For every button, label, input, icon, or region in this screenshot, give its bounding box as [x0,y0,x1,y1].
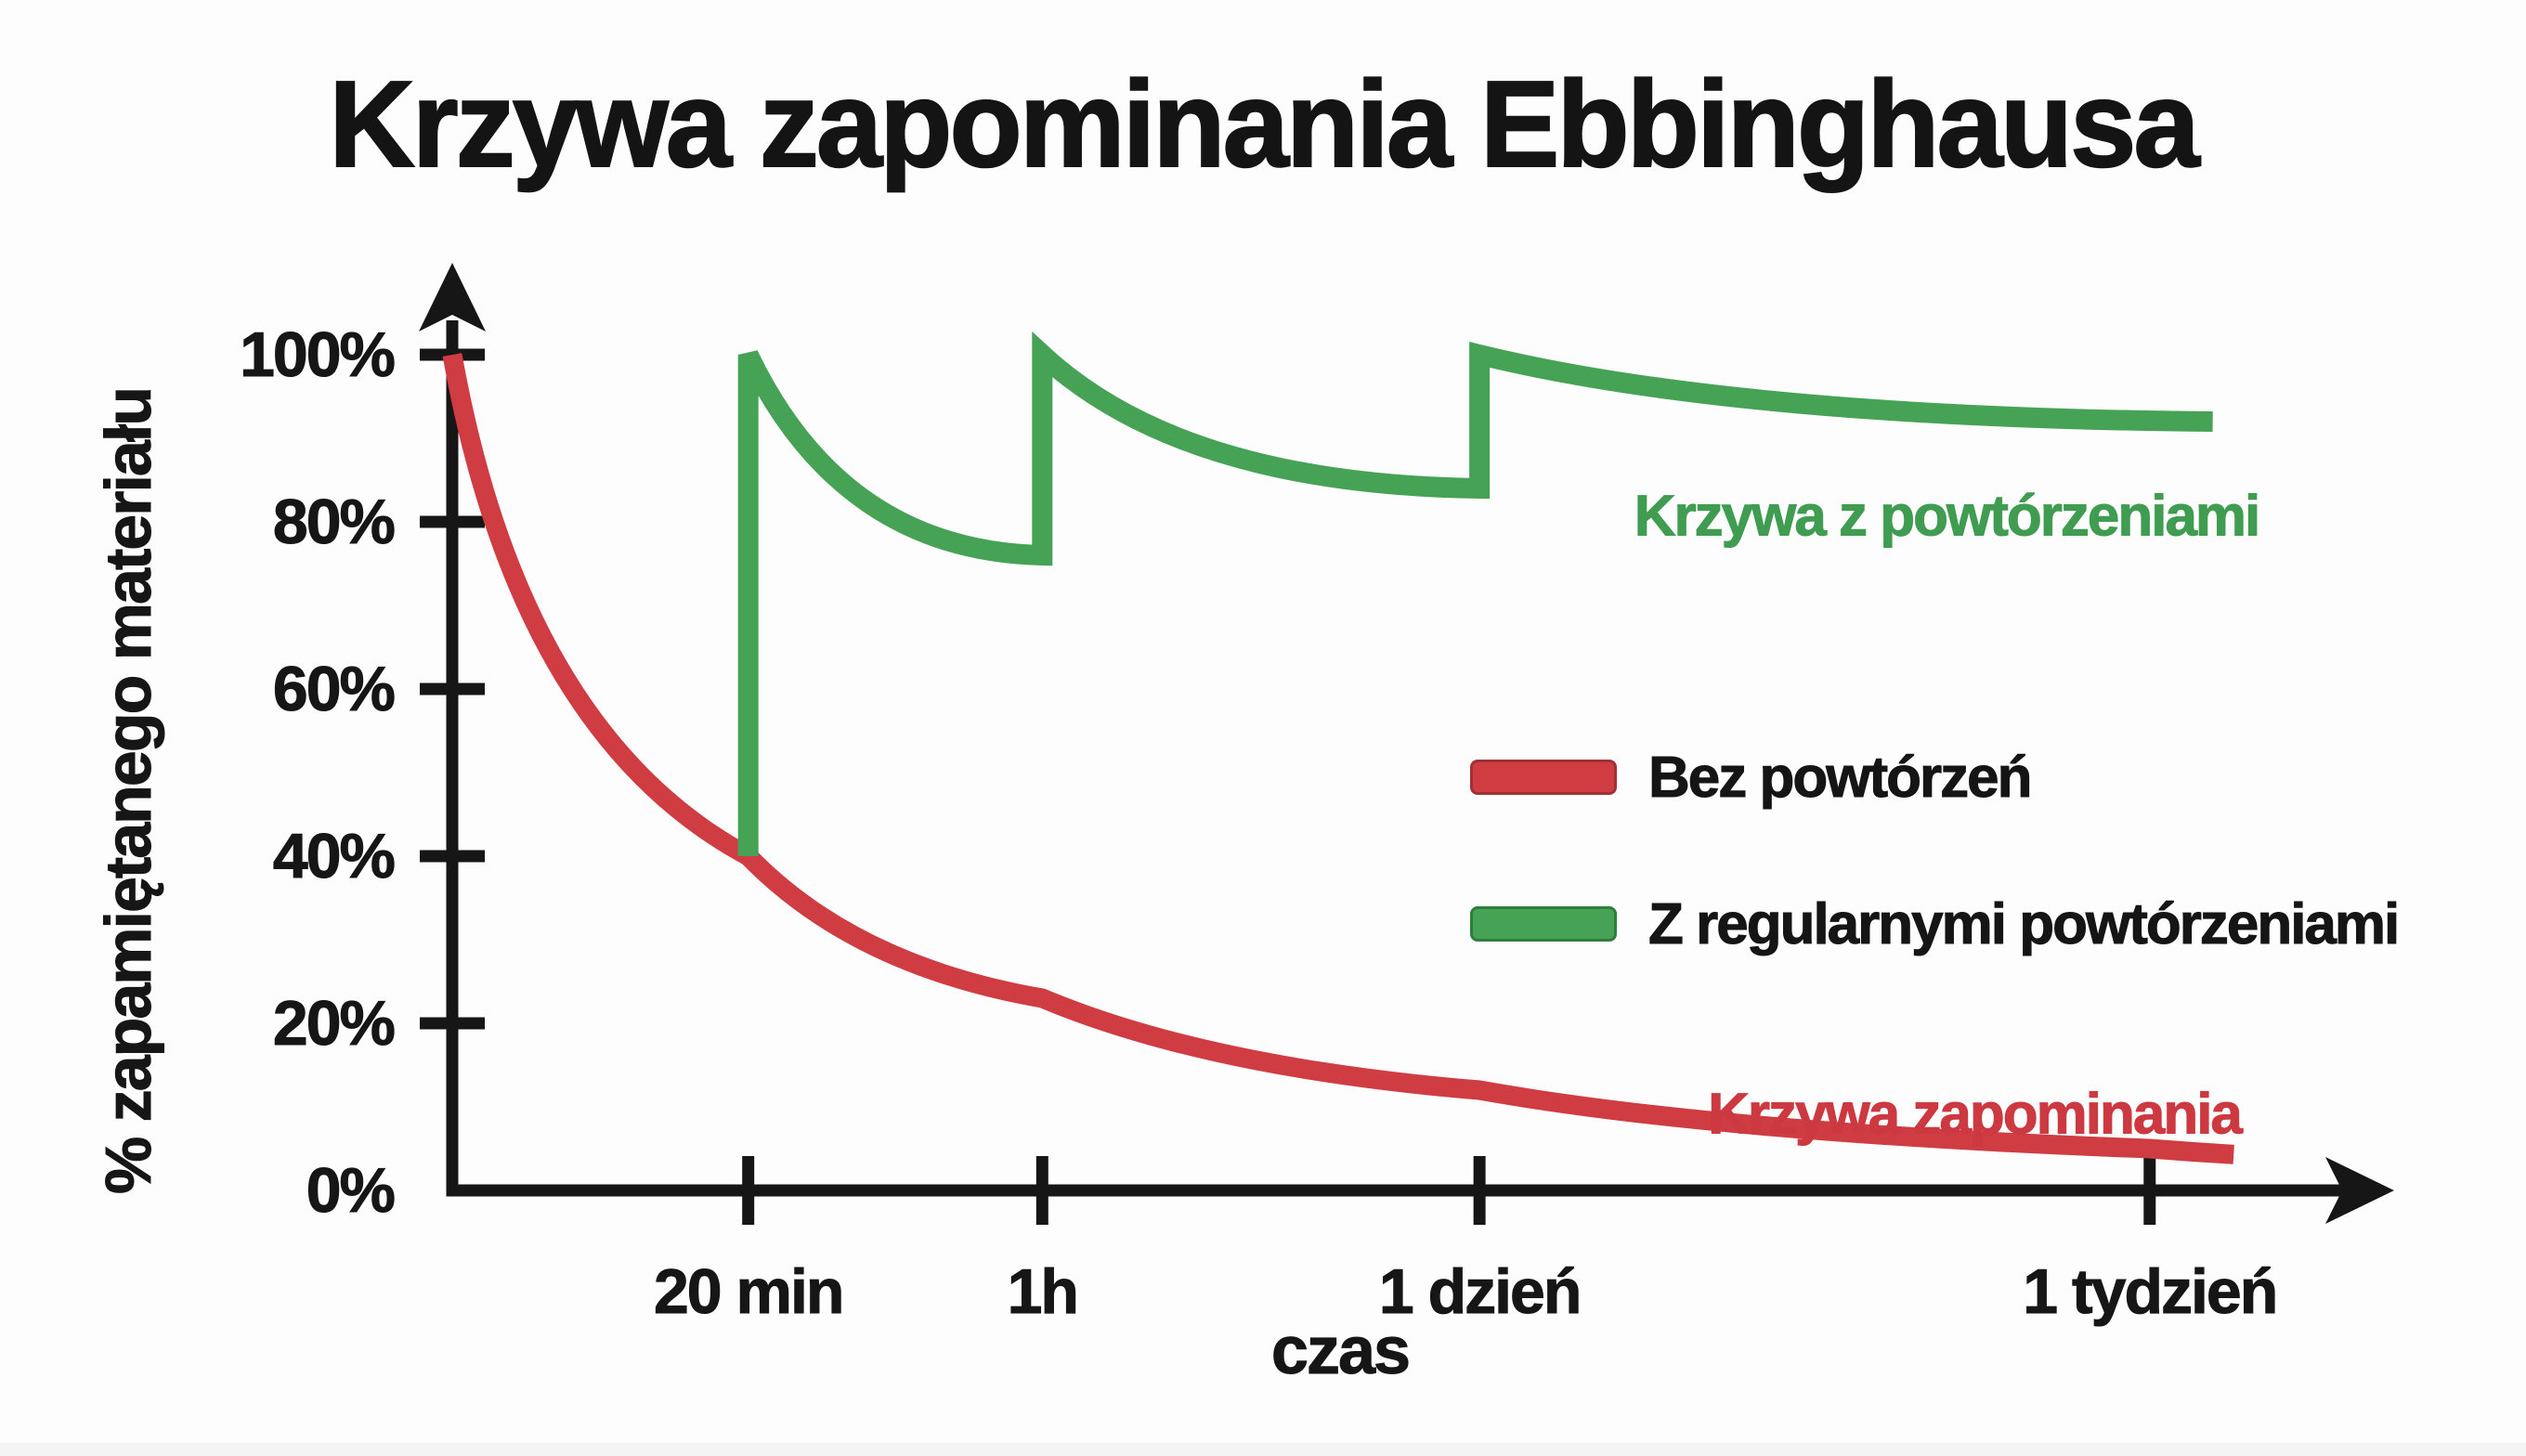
y-axis-arrowhead [419,263,486,332]
legend: Bez powtórzeń Z regularnymi powtórzeniam… [1470,745,2401,1042]
x-tick-label: 1 dzień [1378,1256,1582,1328]
y-tick-label: 100% [240,319,397,391]
y-tick-label: 80% [272,487,396,558]
y-tick-label: 40% [272,821,396,892]
legend-swatch-red [1470,760,1617,795]
x-axis-arrowhead [2325,1157,2394,1224]
scan-artifact-strip [0,1443,2526,1456]
series-curve-z-powtorzeniami [737,331,2213,856]
chart-title: Krzywa zapominania Ebbinghausa [328,55,2200,193]
y-tick-label: 60% [272,654,396,725]
series-curve-bez-powtorzen [442,353,2234,1164]
annotation-forgetting-curve: Krzywa zapominania [1708,1082,2244,1147]
x-axis-title: czas [1270,1314,1411,1389]
y-tick-label: 0% [306,1155,396,1227]
legend-item-z-regularnymi-powtorzeniami: Z regularnymi powtórzeniami [1470,891,2401,956]
legend-swatch-green [1470,906,1617,942]
x-tick-label: 1 tydzień [2023,1256,2279,1328]
legend-label: Z regularnymi powtórzeniami [1647,891,2400,956]
x-tick-label: 20 min [653,1256,844,1328]
legend-item-bez-powtorzen: Bez powtórzeń [1470,745,2398,810]
legend-label: Bez powtórzeń [1647,745,2032,810]
y-tick-label: 20% [272,988,396,1060]
annotation-curve-with-repetitions: Krzywa z powtórzeniami [1634,484,2261,549]
x-tick-label: 1h [1007,1256,1079,1328]
